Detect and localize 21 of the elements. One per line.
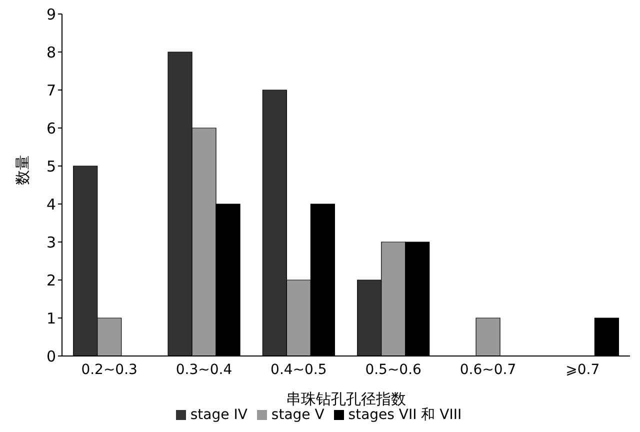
y-tick-label: 5 [46, 157, 56, 176]
legend-label: stages VII 和 VIII [348, 407, 462, 423]
y-tick-label: 9 [46, 5, 56, 24]
y-tick-label: 6 [46, 119, 56, 138]
legend-label: stage V [271, 407, 324, 423]
y-axis-title: 数量 [13, 155, 32, 185]
y-tick-label: 2 [46, 271, 56, 290]
x-tick-label: 0.6~0.7 [460, 362, 516, 378]
y-tick-label: 3 [46, 233, 56, 252]
y-tick-label: 7 [46, 81, 56, 100]
x-tick-label: 0.3~0.4 [176, 362, 232, 378]
x-axis-title: 串珠钻孔孔径指数 [286, 390, 406, 408]
y-tick-label: 8 [46, 43, 56, 62]
y-tick-label: 4 [46, 195, 56, 214]
x-tick-label: 0.5~0.6 [365, 362, 422, 378]
legend-label: stage IV [190, 407, 248, 423]
y-tick-label: 0 [46, 347, 56, 366]
x-tick-label: 0.2~0.3 [81, 362, 138, 378]
x-tick-label: 0.4~0.5 [270, 362, 327, 378]
y-tick-label: 1 [46, 309, 56, 328]
x-tick-label: ⩾0.7 [566, 362, 600, 378]
